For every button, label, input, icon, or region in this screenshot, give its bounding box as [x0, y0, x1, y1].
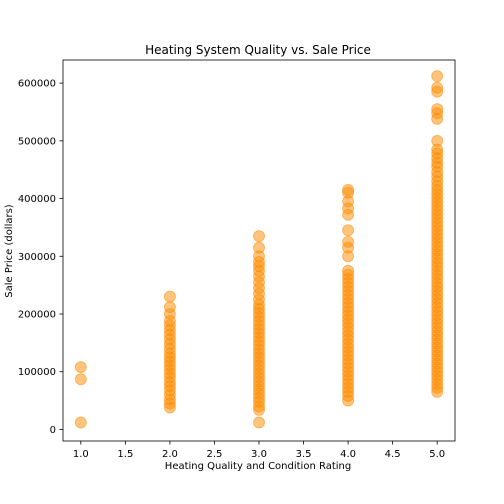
- x-tick-label: 3.5: [296, 449, 312, 460]
- x-tick-label: 4.0: [340, 449, 356, 460]
- x-tick-label: 2.5: [207, 449, 223, 460]
- y-tick-label: 600000: [18, 79, 56, 90]
- data-point: [342, 183, 355, 196]
- y-tick-label: 200000: [18, 310, 56, 321]
- data-point: [342, 224, 355, 237]
- data-point: [163, 290, 176, 303]
- x-tick-label: 2.0: [162, 449, 178, 460]
- y-tick-label: 0: [50, 425, 56, 436]
- data-point: [253, 416, 265, 429]
- y-tick-label: 400000: [18, 194, 56, 205]
- data-point: [74, 373, 87, 386]
- data-point: [74, 416, 87, 429]
- x-tick-label: 1.5: [117, 449, 133, 460]
- x-axis-ticks: 1.0 1.5 2.0 2.5 3.0 3.5 4.0 4.5 5.0: [73, 441, 445, 460]
- y-tick-label: 300000: [18, 252, 56, 263]
- data-point: [163, 301, 176, 314]
- y-tick-label: 500000: [18, 136, 56, 147]
- plot-area: [74, 70, 444, 429]
- data-point: [253, 230, 265, 243]
- y-axis-ticks: 0 100000 200000 300000 400000 500000 600000: [18, 79, 63, 436]
- y-tick-label: 100000: [18, 367, 56, 378]
- data-point: [431, 103, 444, 116]
- x-tick-label: 3.0: [251, 449, 267, 460]
- data-point: [431, 81, 444, 94]
- chart-title: Heating System Quality vs. Sale Price: [145, 43, 371, 57]
- data-point: [431, 70, 444, 83]
- x-tick-label: 4.5: [385, 449, 401, 460]
- x-tick-label: 5.0: [429, 449, 445, 460]
- data-point: [342, 235, 355, 248]
- data-point: [431, 134, 444, 147]
- data-point: [253, 241, 265, 254]
- data-point: [74, 361, 87, 374]
- data-point: [342, 264, 355, 277]
- plot-frame: [62, 59, 456, 442]
- y-axis-label: Sale Price (dollars): [4, 204, 15, 298]
- x-tick-label: 1.0: [73, 449, 89, 460]
- x-axis-label: Heating Quality and Condition Rating: [165, 461, 351, 472]
